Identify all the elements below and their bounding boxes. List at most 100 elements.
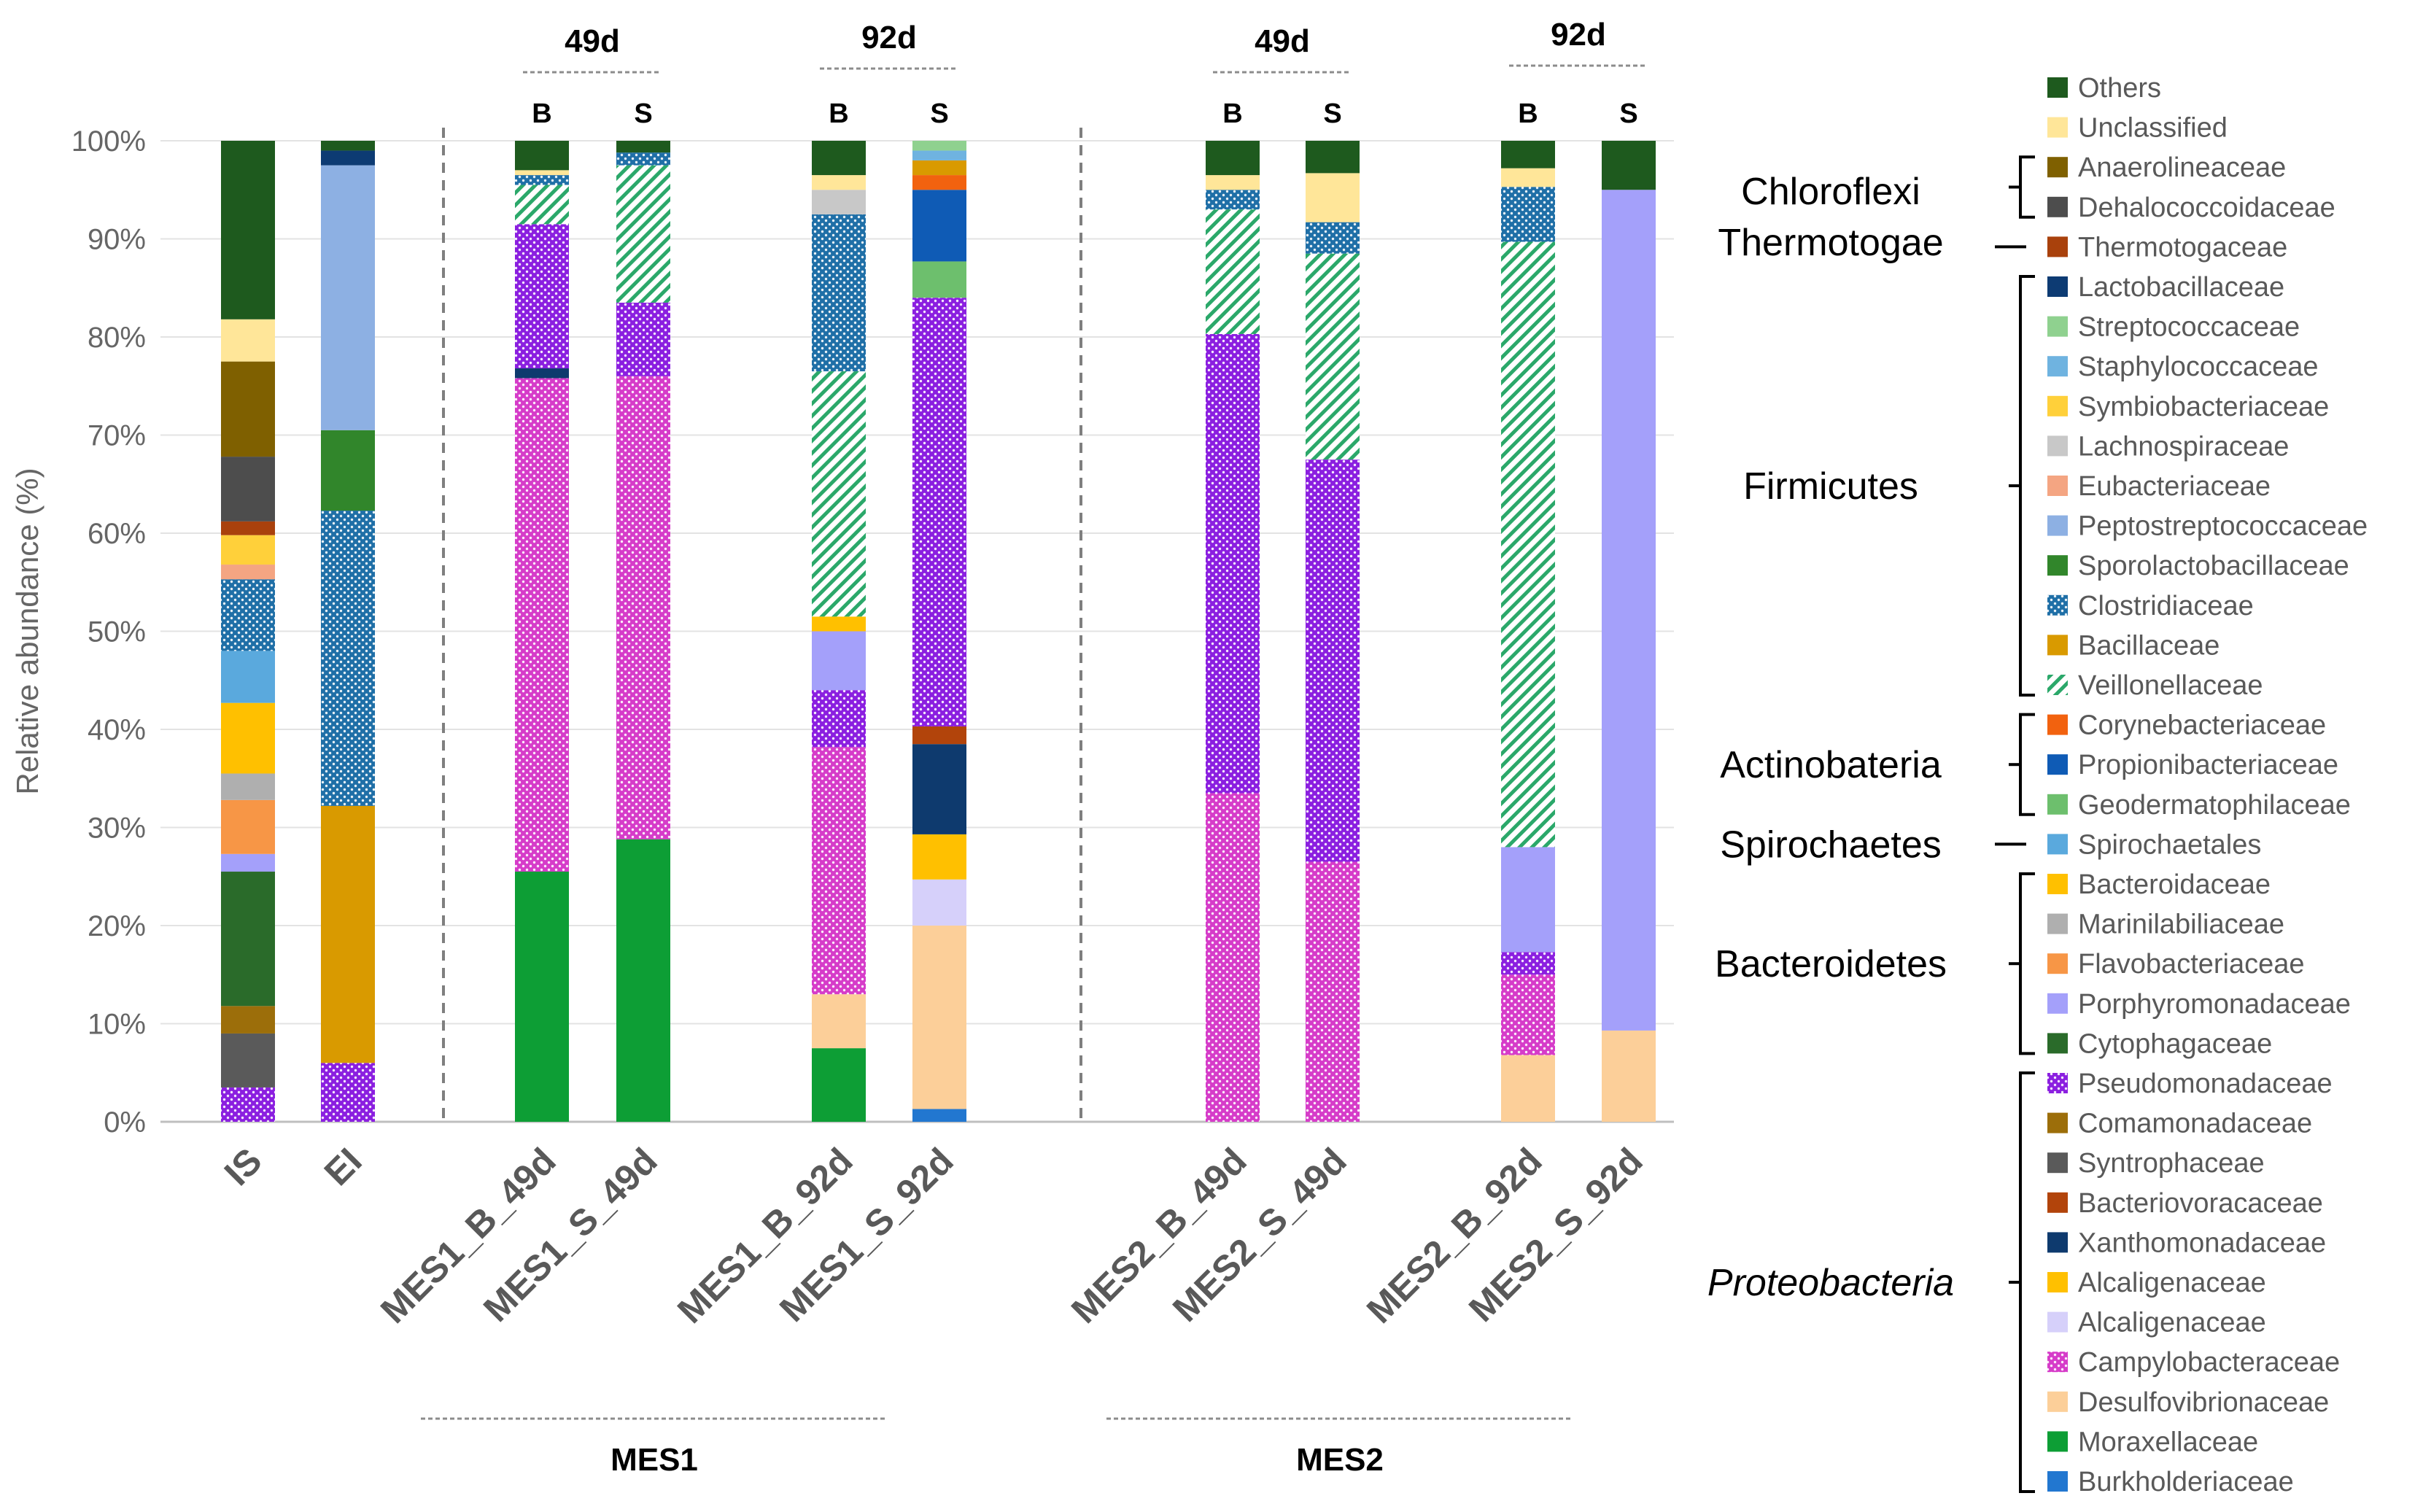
bar-mes1-b-92d: [812, 141, 866, 1122]
legend-label: Xanthomonadaceae: [2078, 1228, 2326, 1258]
y-tick-label: 50%: [88, 616, 146, 648]
legend-label: Streptococcaceae: [2078, 312, 2300, 343]
bar-segment-xanthomonadaceae: [515, 368, 569, 379]
bar-segment-veillonellaceae: [1206, 209, 1260, 334]
legend-item-bacteroidaceae: Bacteroidaceae: [2047, 869, 2271, 900]
phylum-chloroflexi: Chloroflexi: [1741, 155, 2035, 219]
legend-label: Cytophagaceae: [2078, 1028, 2272, 1059]
legend-swatch: [2047, 196, 2068, 217]
legend-item-campylobacteraceae: Campylobacteraceae: [2047, 1347, 2340, 1378]
bar-segment-desulfovibrionaceae: [812, 994, 866, 1049]
legend-swatch: [2047, 236, 2068, 257]
bar-mes2-b-92d: [1501, 141, 1555, 1122]
bar-segment-bacteroidaceae: [812, 616, 866, 632]
legend-item-bacteriovoracaceae: Bacteriovoracaceae: [2047, 1188, 2323, 1219]
legend-label: Anaerolineaceae: [2078, 152, 2286, 183]
bar-segment-porphyromonadaceae: [812, 631, 866, 691]
bar-segment-moraxellaceae: [515, 872, 569, 1122]
bar-segment-pseudomonadaceae: [221, 1087, 275, 1122]
legend-label: Moraxellaceae: [2078, 1427, 2258, 1457]
legend-item-desulfovibrionaceae: Desulfovibrionaceae: [2047, 1387, 2329, 1418]
bar-segment-staphylococcaceae: [912, 150, 966, 160]
bar-segment-clostridiaceae: [1501, 187, 1555, 242]
bar-segment-streptococcaceae: [912, 141, 966, 151]
y-tick-label: 40%: [88, 714, 146, 746]
bar-segment-clostridiaceae: [812, 214, 866, 372]
y-tick-label: 90%: [88, 224, 146, 256]
legend-swatch: [2047, 594, 2068, 616]
bar-segment-bacteroidaceae: [912, 834, 966, 880]
bar-segment-moraxellaceae: [812, 1048, 866, 1122]
legend-swatch: [2047, 754, 2068, 775]
phylum-bracket: [2019, 275, 2035, 697]
bar-segment-comamonadaceae: [221, 1006, 275, 1034]
legend-item-veillonellaceae: Veillonellaceae: [2047, 670, 2263, 701]
legend-swatch: [2047, 993, 2068, 1014]
legend-item-streptococcaceae: Streptococcaceae: [2047, 312, 2300, 343]
bar-segment-corynebacteriaceae: [912, 175, 966, 190]
legend-item-flavobacteriaceae: Flavobacteriaceae: [2047, 949, 2305, 980]
sample-type-label: B: [1518, 98, 1538, 129]
bar-segment-spirochaetales: [221, 651, 275, 703]
bar-segment-veillonellaceae: [1501, 241, 1555, 848]
legend-swatch: [2047, 1112, 2068, 1133]
bar-segment-others: [515, 141, 569, 171]
legend-swatch: [2047, 77, 2068, 98]
bar-segment-others: [1501, 141, 1555, 168]
legend-label: Spirochaetales: [2078, 829, 2261, 860]
legend-item-syntrophaceae: Syntrophaceae: [2047, 1148, 2265, 1179]
phylum-bracket: [2019, 155, 2035, 219]
legend-label: Thermotogaceae: [2078, 232, 2287, 263]
phylum-spirochaetes: Spirochaetes: [1720, 823, 2026, 866]
sample-type-label: S: [930, 98, 948, 129]
legend-item-xanthomonadaceae: Xanthomonadaceae: [2047, 1228, 2326, 1258]
legend-swatch: [2047, 913, 2068, 934]
sample-type-label: S: [1619, 98, 1637, 129]
bar-segment-others: [1306, 141, 1360, 174]
legend-label: Bacillaceae: [2078, 630, 2220, 661]
legend-label: Others: [2078, 73, 2161, 104]
legend-swatch: [2047, 157, 2068, 178]
legend-label: Peptostreptococcaceae: [2078, 511, 2368, 542]
phylum-proteobacteria: Proteobacteria: [1707, 1071, 2035, 1493]
bar-segment-sporolactobacillaceae: [321, 430, 375, 511]
legend-item-burkholderiaceae: Burkholderiaceae: [2047, 1467, 2294, 1497]
bar-segment-others: [1602, 141, 1656, 190]
legend-swatch: [2047, 515, 2068, 536]
legend-swatch: [2047, 356, 2068, 377]
legend-swatch: [2047, 1272, 2068, 1292]
bar-segment-unclassified: [812, 175, 866, 190]
x-tick-label: EI: [317, 1140, 370, 1193]
bar-mes1-s-49d: [616, 141, 670, 1122]
x-tick-label: MES2_B_49d: [1063, 1140, 1255, 1331]
bar-segment-cytophagaceae: [221, 872, 275, 1007]
timepoint-label: 49d: [1255, 23, 1310, 59]
timepoint-label: 92d: [861, 20, 917, 55]
legend-label: Corynebacteriaceae: [2078, 710, 2326, 741]
bar-mes2-s-49d: [1306, 141, 1360, 1122]
bar-segment-lachnospiraceae: [812, 190, 866, 214]
legend-label: Comamonadaceae: [2078, 1109, 2312, 1139]
bar-mes1-s-92d: [912, 141, 966, 1122]
legend-label: Dehalococcoidaceae: [2078, 193, 2335, 223]
legend-swatch: [2047, 1073, 2068, 1093]
legend-swatch: [2047, 1352, 2068, 1373]
bar-segment-veillonellaceae: [812, 371, 866, 617]
bar-segment-clostridiaceae: [616, 152, 670, 166]
x-tick-label: IS: [217, 1140, 270, 1193]
bar-segment-others: [812, 141, 866, 176]
y-tick-label: 70%: [88, 420, 146, 452]
legend-label: Flavobacteriaceae: [2078, 949, 2305, 980]
phylum-label: Actinobateria: [1720, 744, 1942, 786]
group-label: MES2: [1296, 1442, 1384, 1478]
phylum-label: Firmicutes: [1743, 465, 1918, 508]
legend-item-porphyromonadaceae: Porphyromonadaceae: [2047, 989, 2351, 1020]
legend-item-corynebacteriaceae: Corynebacteriaceae: [2047, 710, 2326, 741]
x-tick-label: MES2_B_92d: [1359, 1140, 1550, 1331]
legend-item-clostridiaceae: Clostridiaceae: [2047, 591, 2254, 621]
legend-label: Porphyromonadaceae: [2078, 989, 2351, 1020]
legend-swatch: [2047, 953, 2068, 974]
phylum-label: Bacteroidetes: [1715, 943, 1947, 985]
legend-item-others: Others: [2047, 73, 2161, 104]
phylum-thermotogae: Thermotogae: [1718, 222, 2026, 264]
